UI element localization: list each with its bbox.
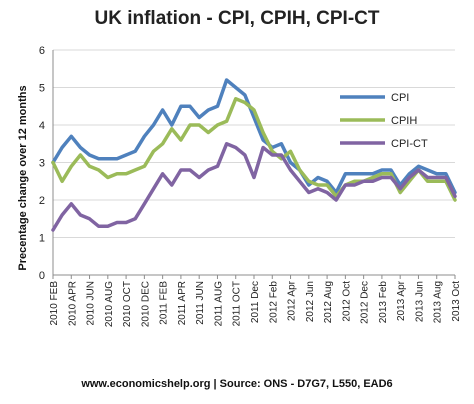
x-tick-label: 2013 Apr: [396, 280, 407, 321]
series-line-cpi-ct: [51, 142, 457, 232]
y-tick-label: 0: [39, 270, 45, 282]
x-tick-label: 2010 OCT: [122, 281, 133, 327]
x-tick-label: 2013 Feb: [378, 281, 389, 324]
x-tick-label: 2010 FEB: [49, 281, 60, 326]
legend: CPI CPIH CPI-CT: [340, 92, 428, 150]
source-note: www.economicshelp.org | Source: ONS - D7…: [81, 378, 393, 390]
grid-lines: [53, 49, 455, 276]
x-tick-label: 2010 JUN: [86, 281, 97, 325]
x-tick-label: 2012 Aug: [323, 281, 334, 323]
x-tick-label: 2012 Apr: [287, 280, 298, 321]
x-tick-label: 2012 Feb: [268, 281, 279, 324]
y-tick-label: 4: [39, 120, 45, 132]
x-tick-label: 2010 APR: [67, 281, 78, 326]
y-tick-labels: 0 1 2 3 4 5 6: [39, 45, 45, 282]
y-tick-label: 6: [39, 45, 45, 57]
x-tick-label: 2011 FEB: [159, 281, 170, 325]
y-tick-label: 1: [39, 233, 45, 245]
y-axis-label: Precentage change over 12 months: [17, 85, 29, 270]
x-tick-label: 2011 Dec: [250, 281, 261, 323]
x-tick-label: 2013 Aug: [433, 281, 444, 323]
chart-title: UK inflation - CPI, CPIH, CPI-CT: [94, 8, 380, 29]
series-line-cpi: [51, 78, 457, 195]
data-series: [51, 78, 457, 232]
x-tick-label: 2012 Dec: [360, 281, 371, 324]
legend-label: CPI-CT: [391, 138, 428, 150]
y-tick-label: 5: [39, 83, 45, 95]
x-tick-label: 2011 APR: [177, 281, 188, 325]
series-line-cpih: [51, 97, 457, 202]
x-tick-label: 2012 Oct: [341, 281, 352, 322]
x-tick-label: 2011 AUG: [213, 281, 224, 327]
legend-label: CPIH: [391, 115, 417, 127]
x-tick-label: 2011 JUN: [195, 281, 206, 325]
x-tick-label: 2010 AUG: [104, 281, 115, 327]
legend-label: CPI: [391, 92, 409, 104]
x-tick-labels: 2010 FEB 2010 APR 2010 JUN 2010 AUG 2010 OCT…: [49, 280, 462, 327]
axes: [52, 50, 456, 279]
x-tick-label: 2012 Jun: [305, 281, 316, 322]
y-tick-label: 2: [39, 195, 45, 207]
x-tick-label: 2013 Oct: [451, 281, 462, 322]
x-tick-label: 2010 DEC: [140, 281, 151, 327]
x-tick-label: 2011 OCT: [232, 281, 243, 326]
x-tick-label: 2013 Jun: [414, 281, 425, 322]
y-tick-label: 3: [39, 158, 45, 170]
